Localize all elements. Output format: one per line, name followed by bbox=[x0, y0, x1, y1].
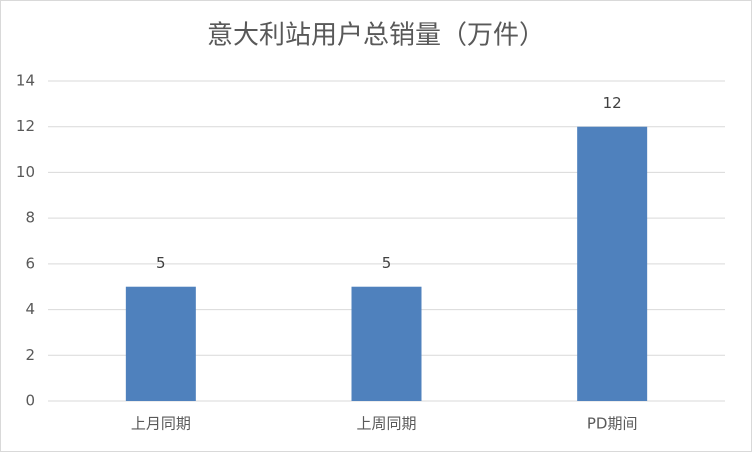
data-label: 5 bbox=[382, 254, 392, 272]
bar bbox=[125, 286, 196, 401]
data-label: 12 bbox=[603, 94, 622, 112]
y-tick-label: 0 bbox=[25, 392, 35, 410]
bar bbox=[577, 126, 648, 401]
y-tick-label: 6 bbox=[25, 254, 35, 272]
data-label: 5 bbox=[156, 254, 166, 272]
y-tick-label: 8 bbox=[25, 209, 35, 227]
y-tick-label: 14 bbox=[16, 72, 35, 90]
bar bbox=[351, 286, 422, 401]
x-tick-label: 上周同期 bbox=[356, 415, 416, 433]
x-tick-label: PD期间 bbox=[587, 415, 638, 433]
chart-title: 意大利站用户总销量（万件） bbox=[207, 21, 545, 51]
x-tick-label: 上月同期 bbox=[131, 415, 191, 433]
y-tick-label: 10 bbox=[16, 163, 35, 181]
y-tick-label: 2 bbox=[25, 346, 35, 364]
y-tick-label: 12 bbox=[16, 117, 35, 135]
y-tick-label: 4 bbox=[25, 300, 35, 318]
